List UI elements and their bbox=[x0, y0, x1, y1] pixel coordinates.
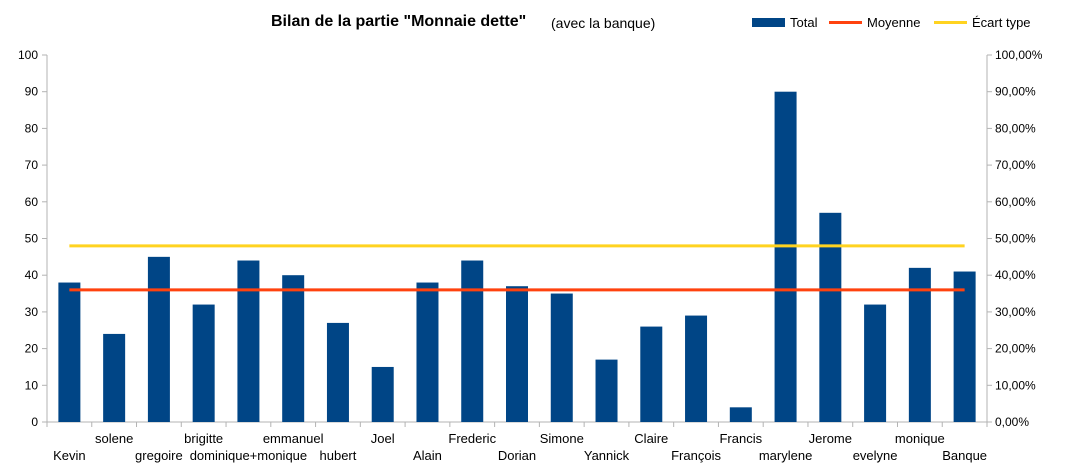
bar bbox=[908, 267, 931, 422]
bar bbox=[237, 260, 260, 422]
y-tick-label-left: 20 bbox=[25, 342, 39, 356]
bar bbox=[103, 333, 126, 422]
bar bbox=[729, 407, 752, 422]
y-tick-label-right: 20,00% bbox=[995, 342, 1036, 356]
x-tick-label: monique bbox=[895, 431, 945, 446]
y-tick-label-left: 0 bbox=[31, 415, 38, 429]
chart-subtitle: (avec la banque) bbox=[551, 15, 656, 31]
x-tick-label: Dorian bbox=[498, 448, 536, 463]
x-tick-label: emmanuel bbox=[263, 431, 324, 446]
x-tick-label: Alain bbox=[413, 448, 442, 463]
bar bbox=[461, 260, 484, 422]
y-tick-label-left: 100 bbox=[18, 48, 38, 62]
bar bbox=[550, 293, 573, 422]
x-tick-label: solene bbox=[95, 431, 133, 446]
y-tick-label-left: 30 bbox=[25, 305, 39, 319]
bar bbox=[416, 282, 439, 422]
y-tick-label-right: 0,00% bbox=[995, 415, 1029, 429]
x-tick-label: gregoire bbox=[135, 448, 183, 463]
legend-label-total: Total bbox=[790, 15, 818, 30]
bar bbox=[506, 286, 528, 422]
y-tick-label-left: 70 bbox=[25, 158, 39, 172]
x-tick-label: Claire bbox=[634, 431, 668, 446]
x-tick-label: Banque bbox=[942, 448, 987, 463]
legend-swatch-moyenne bbox=[829, 21, 862, 24]
y-tick-label-right: 60,00% bbox=[995, 195, 1036, 209]
x-tick-label: evelyne bbox=[853, 448, 898, 463]
y-tick-label-left: 80 bbox=[25, 121, 39, 135]
bar bbox=[326, 322, 349, 422]
x-tick-label: Frederic bbox=[448, 431, 496, 446]
legend-label-moyenne: Moyenne bbox=[867, 15, 921, 30]
x-tick-label: Jerome bbox=[809, 431, 852, 446]
y-tick-label-right: 40,00% bbox=[995, 268, 1036, 282]
bar bbox=[864, 304, 887, 422]
bar bbox=[685, 315, 708, 422]
x-tick-label: brigitte bbox=[184, 431, 223, 446]
x-tick-label: François bbox=[671, 448, 721, 463]
bar bbox=[192, 304, 215, 422]
y-tick-label-right: 100,00% bbox=[995, 48, 1043, 62]
y-tick-label-right: 70,00% bbox=[995, 158, 1036, 172]
y-tick-label-right: 10,00% bbox=[995, 378, 1036, 392]
chart-title: Bilan de la partie "Monnaie dette" bbox=[271, 13, 527, 30]
y-tick-label-left: 90 bbox=[25, 85, 39, 99]
bar bbox=[58, 282, 81, 422]
bar bbox=[147, 256, 170, 422]
bar bbox=[595, 359, 618, 422]
y-tick-label-right: 90,00% bbox=[995, 85, 1036, 99]
y-tick-label-left: 60 bbox=[25, 195, 39, 209]
y-tick-label-right: 80,00% bbox=[995, 121, 1036, 135]
y-tick-label-right: 30,00% bbox=[995, 305, 1036, 319]
x-tick-label: Simone bbox=[540, 431, 584, 446]
x-tick-label: dominique+monique bbox=[190, 448, 307, 463]
x-tick-label: Yannick bbox=[584, 448, 630, 463]
legend-swatch-total bbox=[752, 18, 785, 27]
x-tick-label: Joel bbox=[371, 431, 395, 446]
x-tick-label: hubert bbox=[320, 448, 357, 463]
x-tick-label: marylene bbox=[759, 448, 812, 463]
y-tick-label-left: 40 bbox=[25, 268, 39, 282]
legend-label-ecart-type: Écart type bbox=[972, 15, 1031, 30]
bar bbox=[819, 212, 842, 422]
legend-swatch-ecart-type bbox=[934, 21, 967, 24]
x-tick-label: Francis bbox=[719, 431, 762, 446]
bar bbox=[953, 271, 976, 422]
x-tick-label: Kevin bbox=[53, 448, 86, 463]
bar bbox=[774, 91, 797, 422]
y-tick-label-left: 10 bbox=[25, 378, 39, 392]
bar bbox=[282, 275, 305, 422]
y-tick-label-right: 50,00% bbox=[995, 232, 1036, 246]
bar bbox=[371, 366, 394, 422]
y-tick-label-left: 50 bbox=[25, 232, 39, 246]
bar bbox=[640, 326, 663, 422]
